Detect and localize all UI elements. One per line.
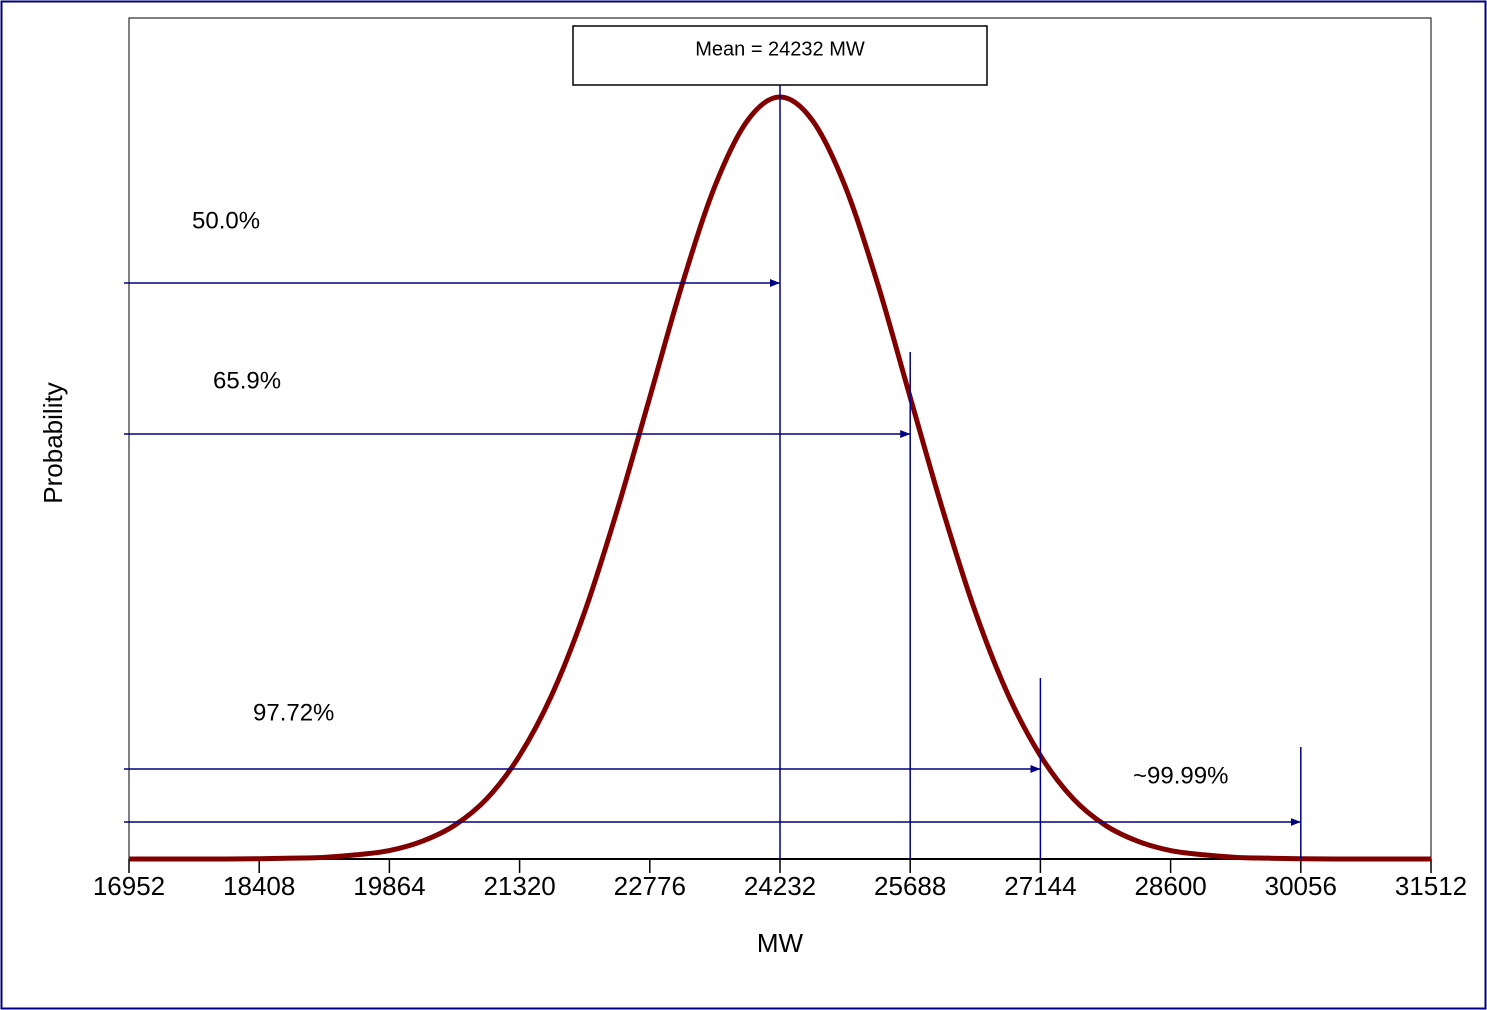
x-tick-label: 22776 (614, 871, 686, 901)
x-axis-label: MW (757, 928, 804, 958)
x-tick-label: 16952 (93, 871, 165, 901)
annotation: 50.0% (192, 207, 260, 234)
x-tick-label: 18408 (223, 871, 295, 901)
x-tick-label: 19864 (353, 871, 425, 901)
annotation: ~99.99% (1133, 762, 1228, 789)
x-tick-label: 28600 (1134, 871, 1206, 901)
mean-box (572, 25, 988, 86)
annotation: 97.72% (253, 699, 334, 726)
x-tick-label: 27144 (1004, 871, 1076, 901)
x-tick-label: 25688 (874, 871, 946, 901)
annotation: 65.9% (213, 367, 281, 394)
x-tick-label: 30056 (1265, 871, 1337, 901)
x-tick-label: 31512 (1395, 871, 1467, 901)
y-axis-label: Probability (38, 382, 68, 503)
x-tick-label: 24232 (744, 871, 816, 901)
x-tick-label: 21320 (483, 871, 555, 901)
chart-title: Mean = 24232 MW (695, 38, 865, 60)
